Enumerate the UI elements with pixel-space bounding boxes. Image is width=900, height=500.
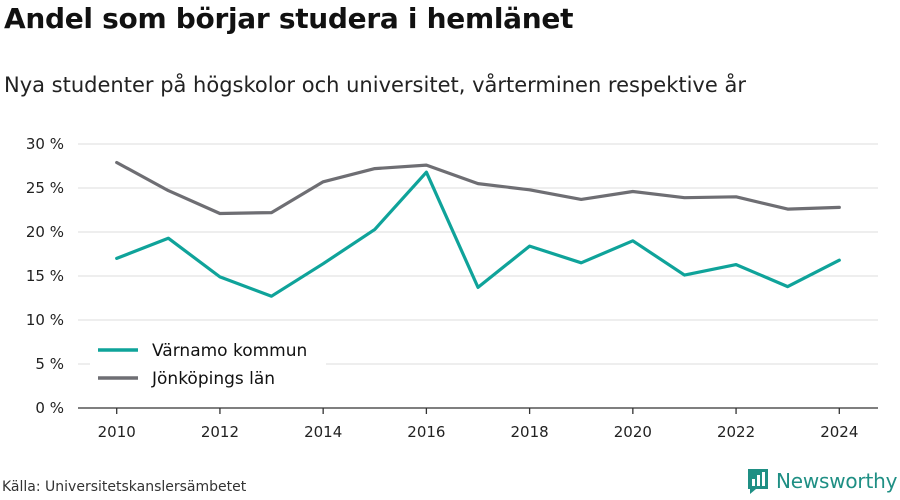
x-tick-label: 2016 [407,423,445,441]
x-tick-label: 2014 [304,423,342,441]
chart-subtitle: Nya studenter på högskolor och universit… [4,73,746,97]
x-tick-label: 2020 [614,423,652,441]
chart-title: Andel som börjar studera i hemlänet [4,2,574,35]
x-tick-label: 2012 [201,423,239,441]
source-note: Källa: Universitetskanslersämbetet [2,479,247,495]
legend-label: Jönköpings län [151,369,275,389]
x-tick-label: 2024 [820,423,858,441]
legend: Värnamo kommun Jönköpings län [90,334,326,394]
y-tick-label: 15 % [26,267,64,285]
series-line [115,170,841,298]
brand-logo: Newsworthy [746,467,897,495]
x-tick-label: 2010 [98,423,136,441]
y-tick-label: 20 % [26,223,64,241]
y-tick-label: 5 % [35,355,64,373]
y-tick-label: 30 % [26,135,64,153]
y-tick-label: 25 % [26,179,64,197]
series-lines [115,160,841,298]
series-line [115,160,841,216]
legend-label: Värnamo kommun [152,341,307,361]
legend-box [90,334,326,394]
x-tick-label: 2018 [511,423,549,441]
newsworthy-logo-icon [748,469,768,494]
y-tick-label: 10 % [26,311,64,329]
y-tick-label: 0 % [35,399,64,417]
x-axis-ticks: 2010 2012 2014 2016 2018 2020 2022 2024 [78,407,878,441]
grid-lines [78,143,878,365]
x-tick-label: 2022 [717,423,755,441]
brand-name: Newsworthy [776,469,898,493]
y-axis-ticks: 0 % 5 % 10 % 15 % 20 % 25 % 30 % [26,135,64,417]
